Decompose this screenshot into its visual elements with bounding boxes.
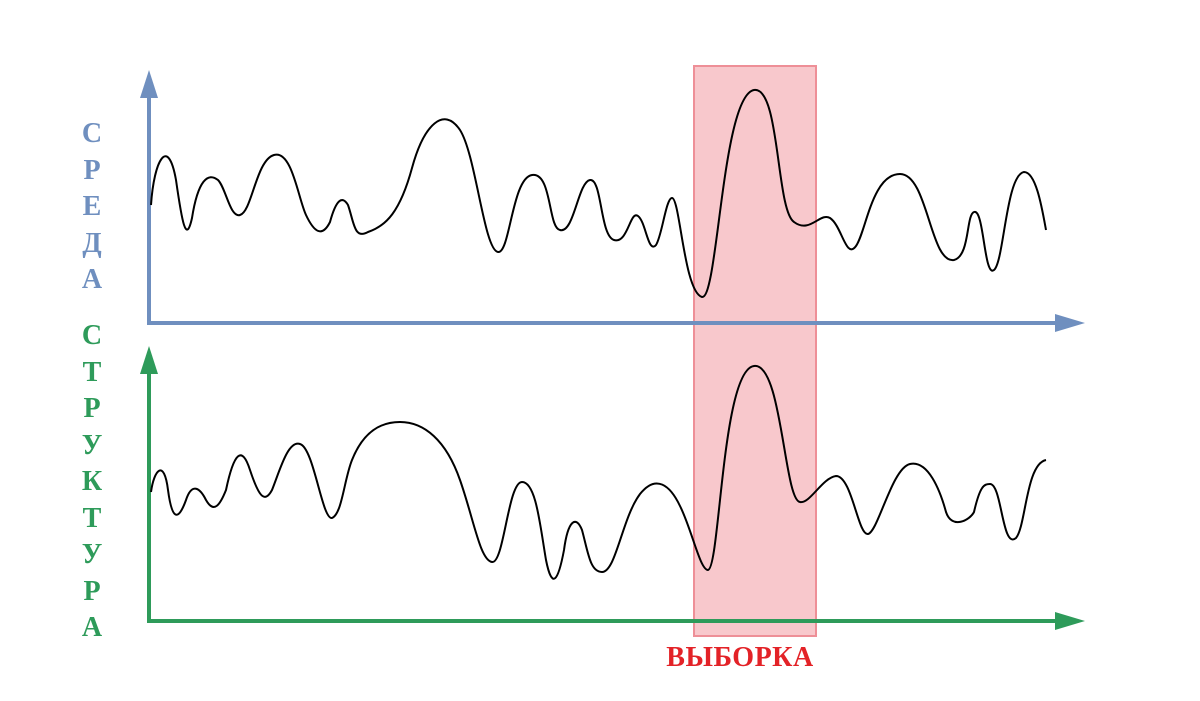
sample-label: ВЫБОРКА: [666, 642, 814, 673]
environment-curve: [150, 88, 1047, 299]
sample-band: [693, 65, 817, 637]
environment-y-arrow: [140, 70, 158, 98]
label-letter: Р: [83, 154, 101, 186]
label-letter: У: [81, 539, 103, 570]
label-letter: С: [81, 320, 103, 351]
environment-x-arrow: [1055, 314, 1085, 332]
label-letter: Т: [82, 356, 102, 388]
label-letter: Т: [82, 502, 102, 534]
label-letter: Р: [83, 393, 101, 424]
label-letter: Р: [83, 575, 101, 607]
label-letter: А: [81, 612, 103, 643]
structure-curve: [150, 364, 1047, 580]
label-letter: Д: [82, 227, 102, 259]
label-letter: У: [81, 429, 103, 461]
label-letter: Е: [82, 191, 102, 222]
label-letter: С: [81, 118, 103, 149]
structure-x-arrow: [1055, 612, 1085, 630]
label-letter: К: [81, 466, 103, 497]
label-letter: А: [81, 264, 103, 295]
structure-y-arrow: [140, 346, 158, 374]
environment-axes: [140, 70, 1085, 332]
structure-axes: [140, 346, 1085, 630]
